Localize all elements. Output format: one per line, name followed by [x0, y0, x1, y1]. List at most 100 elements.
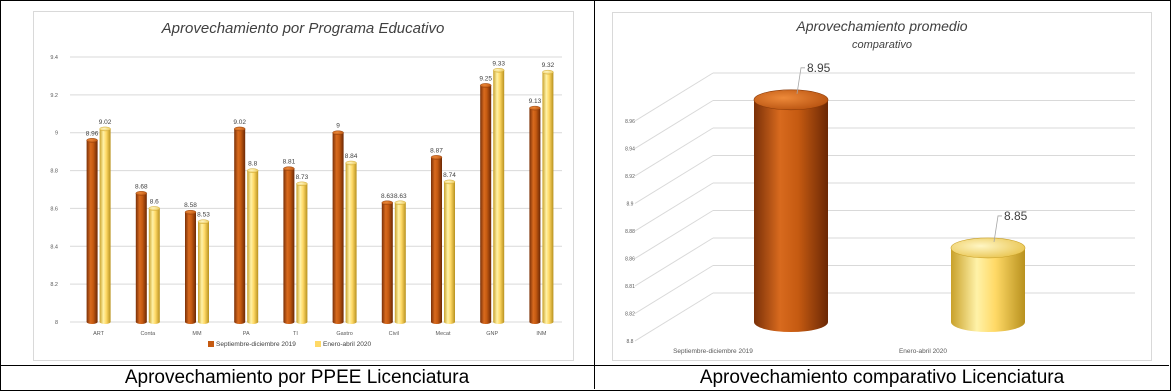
gridline-depth [634, 72, 714, 122]
cylinder-sep-dic-2019 [753, 89, 829, 332]
data-label: 8.68 [135, 183, 148, 190]
y-tick-label: 8.86 [625, 257, 635, 263]
y-tick-label: 8.4 [50, 244, 58, 250]
data-label: 8.81 [283, 159, 296, 166]
data-label: 8.96 [86, 130, 99, 137]
bar-ene-abr-2020 [542, 69, 554, 324]
x-tick-label: Mecat [436, 331, 451, 337]
gridline-depth [634, 155, 714, 204]
data-label: 8.84 [345, 153, 358, 160]
y-tick-label: 9.4 [50, 55, 58, 61]
data-label: 8.87 [430, 147, 443, 154]
bar-ene-abr-2020 [493, 68, 505, 324]
y-tick-label: 8.92 [625, 174, 635, 180]
x-tick-label: Enero-abril 2020 [899, 348, 947, 355]
leader-line [993, 215, 1002, 242]
bar-sep-dic-2019 [430, 155, 443, 324]
gridline-depth [634, 100, 714, 149]
bar-sep-dic-2019 [135, 191, 148, 324]
data-label: 8.58 [184, 202, 197, 209]
caption-right: Aprovechamiento comparativo Licenciatura [699, 367, 1065, 388]
leader-line [796, 67, 805, 94]
bar-ene-abr-2020 [443, 179, 456, 324]
data-label: 8.8 [248, 161, 257, 168]
y-tick-label: 8.8 [627, 339, 634, 345]
x-tick-label: INM [536, 331, 547, 337]
y-tick-label: 8.2 [50, 282, 58, 288]
data-label: 8.95 [807, 61, 831, 75]
legend-label: Septiembre-diciembre 2019 [216, 341, 296, 348]
y-tick-label: 8.94 [625, 147, 635, 153]
bar-sep-dic-2019 [529, 105, 541, 324]
bar-ene-abr-2020 [148, 206, 161, 324]
legend-swatch-sep-dic-2019 [208, 341, 214, 347]
data-label: 9.25 [479, 75, 492, 82]
data-label: 8.85 [1004, 209, 1028, 223]
x-tick-label: TI [293, 331, 298, 337]
gridline-depth [634, 237, 714, 287]
gridline-depth [634, 265, 714, 314]
data-label: 9.02 [99, 119, 112, 126]
bar-sep-dic-2019 [332, 130, 344, 324]
chart-title: Aprovechamiento por Programa Educativo [161, 20, 445, 37]
y-tick-label: 8.96 [625, 119, 635, 125]
bar-sep-dic-2019 [86, 138, 98, 324]
y-tick-label: 8 [55, 320, 58, 326]
chart-title: Aprovechamiento promedio [795, 18, 967, 34]
data-label: 8.73 [296, 174, 309, 181]
gridline-depth [634, 182, 714, 232]
bar-ene-abr-2020 [296, 181, 308, 324]
bar-ene-abr-2020 [246, 168, 259, 324]
caption-left: Aprovechamiento por PPEE Licenciatura [124, 367, 470, 388]
y-tick-label: 8.9 [627, 202, 634, 208]
bar-sep-dic-2019 [381, 200, 393, 324]
data-label: 8.63 [381, 193, 394, 200]
data-label: 9.13 [529, 98, 542, 105]
data-label: 8.53 [197, 212, 210, 219]
y-tick-label: 8.81 [625, 284, 635, 290]
chart-title-line-2: comparativo [852, 39, 912, 51]
y-tick-label: 8.82 [625, 312, 635, 318]
y-tick-label: 8.88 [625, 229, 635, 235]
x-tick-label: Conta [140, 331, 156, 337]
x-tick-label: Civil [389, 331, 399, 337]
gridline-depth [634, 292, 714, 342]
chart-panel-by-program: Aprovechamiento por Programa Educativo 8 8… [33, 11, 574, 361]
table-divider-vertical [594, 0, 595, 389]
x-tick-label: Gastro [336, 331, 353, 337]
chart-comparative: Aprovechamiento promedio comparativo 8.8 8.… [625, 18, 1135, 355]
bar-sep-dic-2019 [283, 166, 295, 324]
x-tick-label: PA [243, 331, 250, 337]
data-label: 9.32 [542, 62, 555, 69]
bar-sep-dic-2019 [233, 126, 246, 324]
bar-sep-dic-2019 [480, 83, 492, 324]
data-label: 9 [336, 123, 340, 130]
x-tick-label: GNP [486, 331, 498, 337]
legend-swatch-ene-abr-2020 [315, 341, 321, 347]
y-tick-label: 9 [55, 131, 58, 137]
data-label: 9.02 [233, 119, 246, 126]
chart-panel-comparative: Aprovechamiento promedio comparativo 8.8 8.… [612, 12, 1152, 361]
bar-ene-abr-2020 [345, 160, 357, 324]
data-label: 8.74 [443, 172, 456, 179]
gridline-depth [634, 210, 714, 259]
x-tick-label: ART [93, 331, 105, 337]
y-tick-label: 8.8 [50, 169, 58, 175]
gridline-depth [634, 127, 714, 177]
bar-ene-abr-2020 [394, 200, 406, 324]
chart-by-program: Aprovechamiento por Programa Educativo 8 8… [50, 20, 562, 348]
bar-sep-dic-2019 [184, 210, 197, 324]
table-divider-horizontal [0, 365, 1169, 366]
cylinder-ene-abr-2020 [950, 237, 1026, 332]
legend-label: Enero-abril 2020 [323, 341, 371, 348]
x-tick-label: Septiembre-diciembre 2019 [673, 348, 753, 355]
y-tick-label: 8.6 [50, 206, 58, 212]
x-tick-label: MM [192, 331, 202, 337]
data-label: 8.6 [150, 198, 159, 205]
data-label: 8.63 [394, 193, 407, 200]
bar-ene-abr-2020 [99, 126, 111, 324]
bar-ene-abr-2020 [197, 219, 210, 324]
y-tick-label: 9.2 [50, 93, 58, 99]
data-label: 9.33 [492, 60, 505, 67]
